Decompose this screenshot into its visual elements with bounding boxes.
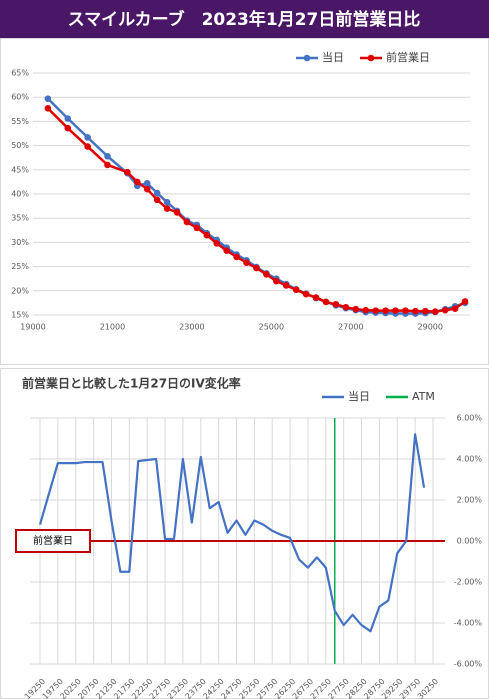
- y-tick-label: 50%: [11, 141, 29, 150]
- series-marker: [412, 307, 419, 315]
- legend-marker: [303, 54, 311, 62]
- series-marker: [352, 305, 360, 313]
- series-marker: [173, 209, 181, 216]
- x-tick-label: 23000: [179, 323, 204, 332]
- series-marker: [44, 95, 52, 102]
- series-marker: [273, 277, 280, 285]
- y-tick-label: 35%: [11, 214, 29, 223]
- y-tick-label: 20%: [11, 286, 29, 295]
- series-marker: [203, 231, 211, 239]
- x-tick-label: 30250: [416, 677, 440, 699]
- series-marker: [263, 271, 270, 278]
- y-tick-label: 4.00%: [457, 455, 483, 464]
- series-marker: [441, 306, 449, 314]
- baseline-label-box: [15, 529, 91, 553]
- y-tick-label: 2.00%: [457, 496, 483, 505]
- y-tick-label: 6.00%: [457, 414, 483, 423]
- series-marker: [143, 185, 151, 193]
- y-tick-label: 45%: [11, 165, 29, 174]
- series-marker: [84, 143, 91, 150]
- series-marker: [223, 247, 230, 254]
- legend-label: ATM: [412, 390, 435, 403]
- series-marker: [302, 290, 310, 298]
- series-marker: [153, 189, 161, 197]
- y-tick-label: -6.00%: [454, 660, 483, 669]
- series-marker: [213, 240, 221, 247]
- x-tick-label: 27000: [338, 323, 363, 332]
- series-marker: [64, 115, 72, 122]
- series-marker: [392, 307, 399, 314]
- y-tick-label: 15%: [11, 311, 29, 320]
- series-marker: [451, 305, 459, 313]
- series-marker: [243, 259, 250, 267]
- series-marker: [431, 308, 439, 315]
- series-line: [38, 433, 426, 633]
- series-line: [47, 97, 466, 315]
- x-tick-label: 19000: [20, 323, 45, 332]
- series-marker: [124, 168, 131, 176]
- series-marker: [163, 205, 171, 212]
- header-banner: [0, 0, 489, 38]
- series-marker: [312, 294, 320, 301]
- series-marker: [183, 218, 191, 226]
- chart-title: 前営業日と比較した1月27日のIV変化率: [22, 376, 241, 391]
- series-line: [47, 107, 466, 313]
- series-marker: [64, 124, 72, 132]
- legend-label: 当日: [322, 50, 344, 64]
- y-tick-label: 55%: [11, 117, 29, 126]
- series-marker: [163, 198, 171, 206]
- series-marker: [322, 298, 330, 306]
- series-marker: [342, 303, 350, 311]
- series-marker: [233, 253, 240, 261]
- y-tick-label: 30%: [11, 238, 29, 247]
- x-tick-label: 21000: [100, 323, 125, 332]
- legend-label: 前営業日: [386, 50, 430, 64]
- series-marker: [193, 224, 201, 232]
- x-tick-label: 25000: [259, 323, 284, 332]
- series-marker: [402, 307, 409, 314]
- series-marker: [44, 105, 52, 112]
- chart-title: スマイルカーブ 2023年1月27日前営業日比: [68, 9, 421, 30]
- y-tick-label: 25%: [11, 262, 29, 271]
- series-marker: [133, 178, 141, 186]
- series-marker: [153, 196, 161, 204]
- y-tick-label: 0.00%: [457, 537, 483, 546]
- series-marker: [372, 307, 379, 314]
- series-marker: [104, 152, 111, 160]
- series-marker: [282, 282, 290, 289]
- baseline-label: 前営業日: [33, 534, 73, 547]
- series-marker: [461, 298, 469, 305]
- y-tick-label: 65%: [11, 69, 29, 78]
- x-tick-label: 29000: [418, 323, 443, 332]
- y-tick-label: 60%: [11, 93, 29, 102]
- series-marker: [143, 180, 151, 187]
- legend-label: 当日: [348, 389, 370, 403]
- series-marker: [104, 161, 111, 169]
- series-marker: [362, 306, 370, 314]
- series-marker: [422, 307, 429, 315]
- series-marker: [253, 264, 260, 272]
- series-marker: [292, 286, 300, 294]
- legend-marker: [367, 54, 375, 62]
- series-marker: [332, 301, 340, 308]
- y-tick-label: -2.00%: [454, 578, 483, 587]
- y-tick-label: 40%: [11, 190, 29, 199]
- y-tick-label: -4.00%: [454, 619, 483, 628]
- series-marker: [382, 307, 389, 314]
- series-marker: [84, 134, 91, 141]
